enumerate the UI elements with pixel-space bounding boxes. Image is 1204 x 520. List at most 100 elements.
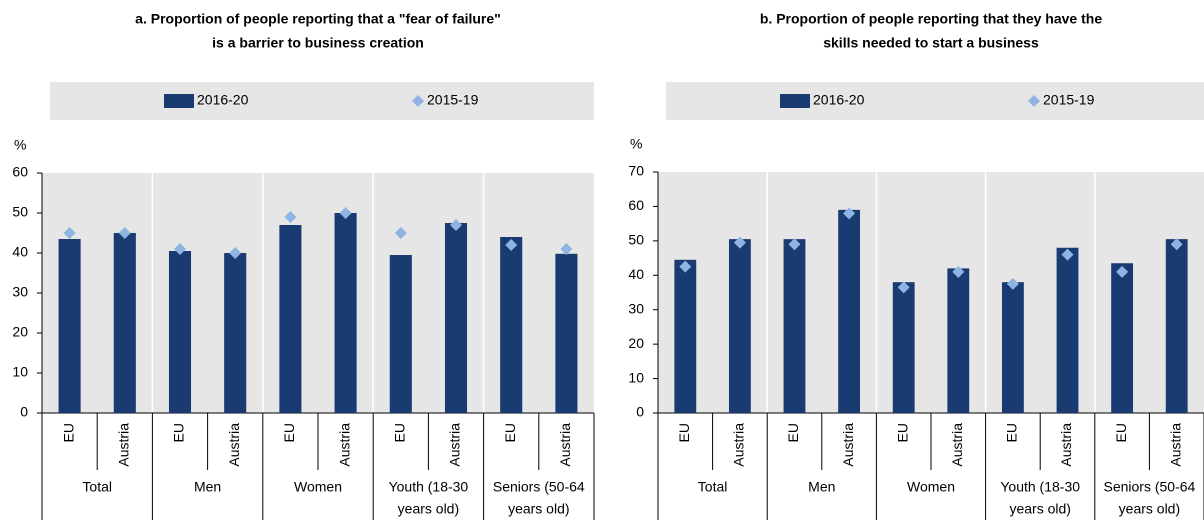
bar (555, 253, 578, 413)
marker (952, 265, 965, 278)
x-tick-label: Austria (226, 423, 242, 467)
y-tick-label: 60 (628, 197, 644, 213)
bar (892, 282, 915, 413)
marker (505, 239, 518, 251)
x-tick-label: EU (171, 423, 187, 442)
legend-swatch (780, 94, 810, 108)
legend-label: 2016-20 (813, 92, 865, 108)
marker (1006, 277, 1019, 290)
marker (339, 207, 352, 219)
x-tick-label: EU (502, 423, 518, 442)
chart-title: a. Proportion of people reporting that a… (135, 11, 501, 27)
group-label: Total (82, 479, 112, 495)
marker (560, 243, 573, 255)
chart-title: skills needed to start a business (823, 35, 1039, 51)
x-tick-label: EU (676, 423, 692, 442)
x-tick-label: Austria (116, 423, 132, 467)
group-label: Seniors (50-64 (1103, 479, 1195, 495)
marker (1170, 238, 1183, 251)
marker (118, 227, 131, 239)
group-label: Youth (18-30 (1000, 479, 1080, 495)
y-tick-label: 0 (636, 404, 644, 420)
y-tick-label: 20 (628, 335, 644, 351)
x-tick-label: EU (1113, 423, 1129, 442)
x-tick-label: EU (60, 423, 76, 442)
marker (174, 243, 186, 255)
x-tick-label: EU (281, 423, 297, 442)
bar (334, 213, 357, 413)
bar (947, 268, 970, 413)
marker (1116, 265, 1129, 278)
y-tick-label: 50 (628, 232, 644, 248)
y-tick-label: 30 (12, 284, 28, 300)
legend-label: 2015-19 (427, 92, 479, 108)
group-label: Total (698, 479, 728, 495)
marker (788, 238, 801, 251)
bar (838, 209, 861, 413)
bar (1165, 239, 1188, 413)
bar (113, 233, 136, 413)
legend-swatch (1028, 95, 1040, 107)
bar (1001, 282, 1024, 413)
marker (394, 227, 407, 239)
y-axis-label: % (14, 137, 26, 153)
group-label: Women (294, 479, 342, 495)
bar (1056, 247, 1079, 413)
legend-swatch (412, 95, 424, 107)
y-axis-label: % (630, 136, 642, 152)
marker (229, 247, 242, 259)
bar (279, 225, 302, 413)
marker (284, 211, 297, 223)
x-tick-label: EU (785, 423, 801, 442)
group-label: Women (907, 479, 955, 495)
bar (728, 239, 751, 413)
bar (1111, 263, 1134, 413)
group-label: years old) (398, 501, 459, 517)
group-label: years old) (508, 501, 569, 517)
y-tick-label: 10 (628, 369, 644, 385)
chart-title: b. Proportion of people reporting that t… (760, 11, 1102, 27)
y-tick-label: 30 (628, 300, 644, 316)
x-tick-label: EU (1004, 423, 1020, 442)
y-tick-label: 70 (628, 163, 644, 179)
x-tick-label: Austria (336, 423, 352, 467)
group-label: years old) (1009, 501, 1070, 517)
marker (843, 207, 856, 220)
y-tick-label: 60 (12, 164, 28, 180)
x-tick-label: Austria (1058, 423, 1074, 467)
y-tick-label: 40 (12, 244, 28, 260)
x-tick-label: Austria (840, 423, 856, 467)
legend-label: 2016-20 (197, 92, 249, 108)
bar (674, 259, 697, 413)
bar (444, 223, 468, 413)
x-tick-label: Austria (447, 423, 463, 467)
bar (168, 251, 192, 413)
group-label: Youth (18-30 (389, 479, 469, 495)
y-tick-label: 10 (12, 364, 28, 380)
x-tick-label: EU (392, 423, 408, 442)
group-label: Men (808, 479, 835, 495)
bar (58, 239, 81, 413)
marker (733, 236, 746, 249)
legend-background (50, 82, 594, 120)
y-tick-label: 40 (628, 266, 644, 282)
marker (450, 219, 462, 231)
y-tick-label: 20 (12, 324, 28, 340)
chart-title: is a barrier to business creation (212, 35, 424, 51)
legend-label: 2015-19 (1043, 92, 1095, 108)
marker (1061, 248, 1074, 261)
x-tick-label: Austria (1167, 423, 1183, 467)
marker (897, 281, 910, 294)
bar (783, 239, 806, 413)
x-tick-label: Austria (949, 423, 965, 467)
x-tick-label: EU (894, 423, 910, 442)
group-label: Men (194, 479, 221, 495)
bar (224, 253, 247, 413)
marker (63, 227, 76, 239)
y-tick-label: 0 (20, 404, 28, 420)
y-tick-label: 50 (12, 204, 28, 220)
x-tick-label: Austria (731, 423, 747, 467)
legend-swatch (164, 94, 194, 108)
